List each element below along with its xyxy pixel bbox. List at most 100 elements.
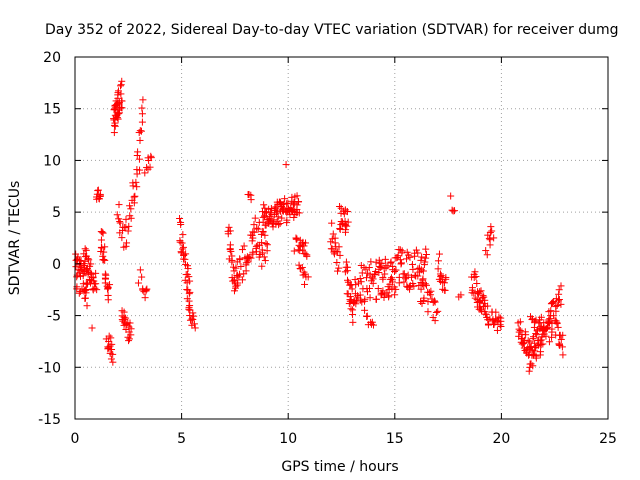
data-point	[136, 136, 144, 144]
data-point	[516, 327, 524, 335]
data-point	[414, 265, 422, 273]
data-point	[401, 275, 409, 283]
data-point	[133, 170, 141, 178]
data-point	[96, 192, 104, 200]
y-tick-label: 5	[52, 205, 61, 221]
data-point	[232, 264, 240, 272]
chart-title: Day 352 of 2022, Sidereal Day-to-day VTE…	[45, 22, 619, 38]
data-point	[122, 223, 130, 231]
data-point	[381, 270, 389, 278]
data-point	[249, 234, 257, 242]
data-point	[114, 94, 122, 102]
data-point	[132, 178, 140, 186]
data-point	[342, 226, 350, 234]
data-point	[553, 319, 561, 327]
data-point	[343, 276, 351, 284]
data-point	[381, 255, 389, 263]
data-point	[261, 231, 269, 239]
y-tick-label: -5	[47, 309, 61, 325]
data-point	[300, 242, 308, 250]
data-point	[97, 248, 105, 256]
data-point	[365, 263, 373, 271]
data-point	[122, 242, 130, 250]
data-point	[259, 228, 267, 236]
data-point	[127, 331, 135, 339]
data-point	[405, 283, 413, 291]
data-point	[476, 298, 484, 306]
data-point	[260, 253, 268, 261]
data-point	[334, 267, 342, 275]
data-point	[79, 272, 87, 280]
data-point	[442, 275, 450, 283]
data-point	[125, 335, 133, 343]
data-point	[472, 273, 480, 281]
data-point	[97, 228, 105, 236]
data-point	[349, 310, 357, 318]
x-axis-label: GPS time / hours	[281, 459, 398, 475]
data-point	[526, 338, 534, 346]
data-point	[434, 265, 442, 273]
x-tick-label: 25	[599, 431, 617, 447]
data-point	[362, 274, 370, 282]
data-point	[146, 163, 154, 171]
data-point	[380, 293, 388, 301]
data-point	[550, 312, 558, 320]
data-point	[496, 321, 504, 329]
data-point	[115, 201, 123, 209]
data-point	[100, 256, 108, 264]
data-point	[435, 250, 443, 258]
data-point	[431, 298, 439, 306]
data-point	[247, 254, 255, 262]
data-point	[490, 234, 498, 242]
data-point	[527, 343, 535, 351]
data-point	[100, 248, 108, 256]
data-point	[395, 273, 403, 281]
data-point	[240, 242, 248, 250]
data-point	[549, 299, 557, 307]
data-point	[83, 302, 91, 310]
data-point	[434, 307, 442, 315]
data-point	[406, 253, 414, 261]
data-point	[191, 324, 199, 332]
data-point	[130, 199, 138, 207]
data-point	[283, 200, 291, 208]
data-point	[138, 104, 146, 112]
data-point	[392, 285, 400, 293]
data-point	[284, 199, 292, 207]
data-point	[85, 256, 93, 264]
data-point	[261, 257, 269, 265]
data-point	[181, 255, 189, 263]
data-point	[125, 337, 133, 345]
data-point	[437, 271, 445, 279]
data-point	[295, 209, 303, 217]
data-point	[486, 229, 494, 237]
data-point	[431, 297, 439, 305]
data-point	[179, 243, 187, 251]
data-point	[94, 186, 102, 194]
data-point	[303, 252, 311, 260]
data-point	[418, 299, 426, 307]
y-tick-label: 20	[43, 50, 61, 66]
data-point	[537, 313, 545, 321]
data-point	[537, 348, 545, 356]
data-point	[298, 263, 306, 271]
data-point	[473, 280, 481, 288]
data-point	[190, 312, 198, 320]
data-point	[417, 256, 425, 264]
data-point	[346, 292, 354, 300]
data-points	[72, 77, 567, 375]
data-point	[343, 207, 351, 215]
data-point	[293, 201, 301, 209]
data-point	[141, 294, 149, 302]
data-point	[547, 307, 555, 315]
data-point	[225, 223, 233, 231]
data-point	[533, 331, 541, 339]
data-point	[414, 272, 422, 280]
data-point	[292, 235, 300, 243]
data-point	[118, 97, 126, 105]
data-point	[557, 300, 565, 308]
data-point	[189, 309, 197, 317]
data-point	[228, 256, 236, 264]
data-point	[117, 81, 125, 89]
